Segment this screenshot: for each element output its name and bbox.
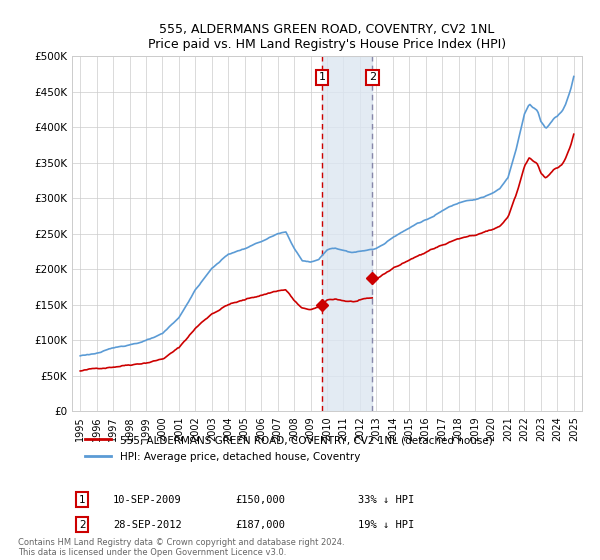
Text: 1: 1 <box>79 494 86 505</box>
Text: Contains HM Land Registry data © Crown copyright and database right 2024.
This d: Contains HM Land Registry data © Crown c… <box>18 538 344 557</box>
Legend: 555, ALDERMANS GREEN ROAD, COVENTRY, CV2 1NL (detached house), HPI: Average pric: 555, ALDERMANS GREEN ROAD, COVENTRY, CV2… <box>82 432 496 465</box>
Text: 19% ↓ HPI: 19% ↓ HPI <box>358 520 414 530</box>
Bar <box>322 56 372 411</box>
Text: 2: 2 <box>368 72 376 82</box>
Text: £187,000: £187,000 <box>235 520 285 530</box>
Text: 33% ↓ HPI: 33% ↓ HPI <box>358 494 414 505</box>
Text: 2: 2 <box>79 520 86 530</box>
Text: 28-SEP-2012: 28-SEP-2012 <box>113 520 182 530</box>
Title: 555, ALDERMANS GREEN ROAD, COVENTRY, CV2 1NL
Price paid vs. HM Land Registry's H: 555, ALDERMANS GREEN ROAD, COVENTRY, CV2… <box>148 22 506 50</box>
Text: 1: 1 <box>319 72 326 82</box>
Text: 10-SEP-2009: 10-SEP-2009 <box>113 494 182 505</box>
Text: £150,000: £150,000 <box>235 494 285 505</box>
